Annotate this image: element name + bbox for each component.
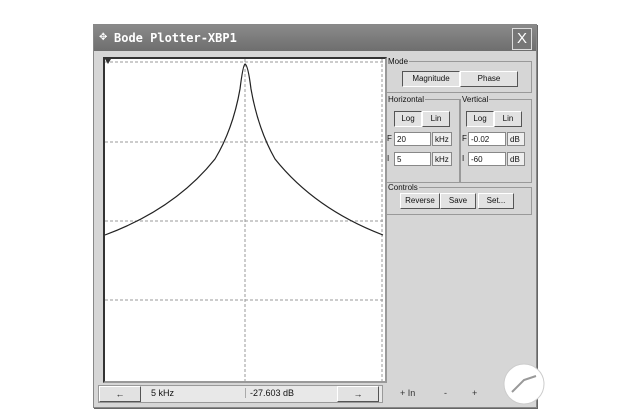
window-title: Bode Plotter-XBP1 bbox=[114, 31, 237, 45]
cursor-marker bbox=[105, 59, 111, 64]
phase-button[interactable]: Phase bbox=[460, 71, 518, 87]
horizontal-initial-unit[interactable]: kHz bbox=[432, 152, 452, 166]
cursor-right-button[interactable]: → bbox=[337, 386, 379, 402]
frequency-readout: 5 kHz bbox=[151, 388, 175, 398]
reverse-button[interactable]: Reverse bbox=[400, 193, 440, 209]
magnitude-readout: -27.603 dB bbox=[245, 388, 294, 398]
vertical-lin-button[interactable]: Lin bbox=[494, 111, 522, 127]
controls-label: Controls bbox=[388, 183, 418, 192]
zoom-out-button[interactable]: - bbox=[444, 388, 447, 398]
mode-group: Mode bbox=[386, 57, 532, 93]
bode-graph bbox=[104, 59, 385, 381]
horizontal-lin-button[interactable]: Lin bbox=[422, 111, 450, 127]
vertical-initial-input[interactable]: -60 bbox=[468, 152, 506, 166]
title-bar[interactable]: ✥ Bode Plotter-XBP1 X bbox=[94, 25, 536, 51]
vertical-log-button[interactable]: Log bbox=[466, 111, 494, 127]
save-button[interactable]: Save bbox=[440, 193, 476, 209]
vertical-final-input[interactable]: -0.02 bbox=[468, 132, 506, 146]
set-button[interactable]: Set... bbox=[478, 193, 514, 209]
zoom-in-button[interactable]: + In bbox=[400, 388, 416, 398]
vertical-initial-unit[interactable]: dB bbox=[507, 152, 525, 166]
bode-plotter-window: ✥ Bode Plotter-XBP1 X Mode Magnitude Pha… bbox=[93, 24, 537, 408]
close-button[interactable]: X bbox=[512, 28, 532, 50]
readout-bar: ← 5 kHz -27.603 dB → bbox=[98, 385, 383, 403]
horizontal-label: Horizontal bbox=[388, 95, 425, 104]
app-icon: ✥ bbox=[99, 32, 108, 43]
horizontal-group: Horizontal bbox=[386, 95, 460, 183]
plot-area[interactable] bbox=[103, 57, 387, 383]
settings-panel: Mode Magnitude Phase Horizontal Log Lin … bbox=[386, 57, 532, 217]
magnitude-curve bbox=[104, 63, 384, 236]
cursor-left-button[interactable]: ← bbox=[99, 386, 141, 402]
zoom-plus-button[interactable]: + bbox=[472, 388, 478, 398]
horizontal-final-unit[interactable]: kHz bbox=[432, 132, 452, 146]
vertical-label: Vertical bbox=[462, 95, 489, 104]
vertical-final-unit[interactable]: dB bbox=[507, 132, 525, 146]
watermark-logo bbox=[503, 363, 545, 405]
magnitude-button[interactable]: Magnitude bbox=[402, 71, 460, 87]
horizontal-f-label: F bbox=[387, 134, 392, 143]
horizontal-log-button[interactable]: Log bbox=[394, 111, 422, 127]
vertical-group: Vertical bbox=[460, 95, 532, 183]
horizontal-initial-input[interactable]: 5 bbox=[394, 152, 431, 166]
horizontal-final-input[interactable]: 20 bbox=[394, 132, 431, 146]
controls-group: Controls bbox=[386, 183, 532, 215]
vertical-f-label: F bbox=[462, 134, 467, 143]
vertical-i-label: I bbox=[462, 154, 465, 163]
horizontal-i-label: I bbox=[387, 154, 390, 163]
mode-label: Mode bbox=[388, 57, 409, 66]
